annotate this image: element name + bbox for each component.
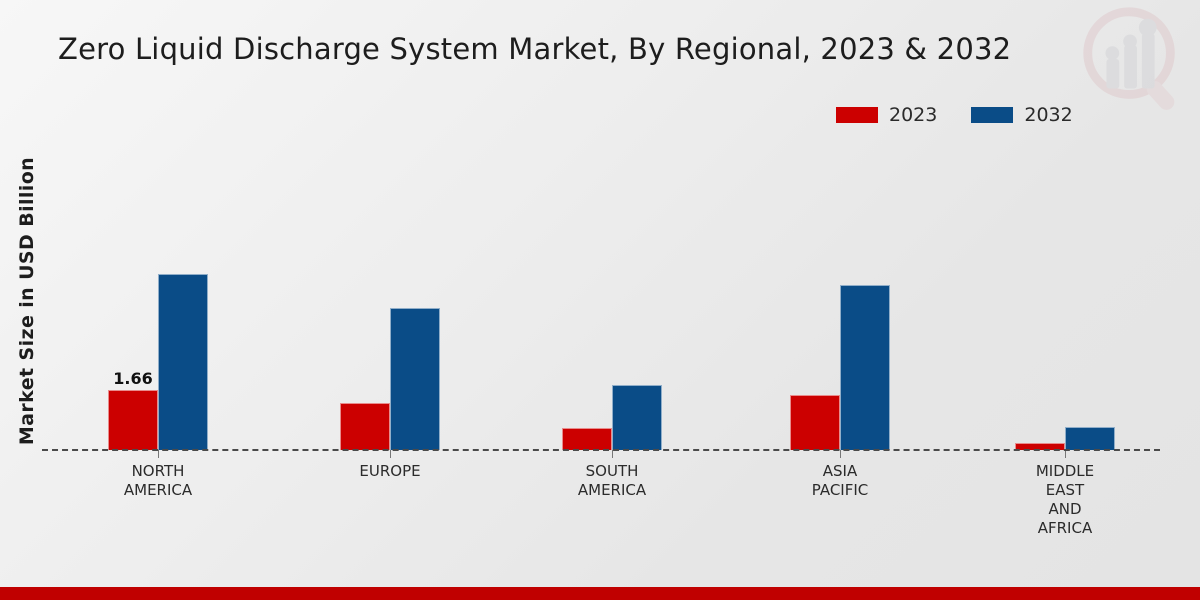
bar-group-north-america: 1.66 NORTH AMERICA [108,140,208,499]
bar-group-south-america: SOUTH AMERICA [562,140,662,499]
x-axis-label-middle-east-and-africa: MIDDLE EAST AND AFRICA [1035,462,1095,537]
x-axis-tick [840,450,841,458]
legend-label-2032: 2032 [1024,104,1073,126]
x-axis-tick [390,450,391,458]
legend-swatch-2023 [836,107,878,123]
legend-swatch-2032 [971,107,1014,123]
bottom-banner [0,587,1200,600]
bar-2032-asia-pacific[interactable] [840,285,890,450]
bar-2032-north-america[interactable] [158,274,208,450]
bar-group-middle-east-and-africa: MIDDLE EAST AND AFRICA [1015,140,1115,537]
y-axis-title: Market Size in USD Billion [16,156,38,446]
bar-2023-south-america[interactable] [562,428,612,450]
bar-group-bars [562,140,662,450]
bar-2023-middle-east-and-africa[interactable] [1015,443,1065,450]
bar-2032-middle-east-and-africa[interactable] [1065,427,1115,450]
plot-area: 1.66 NORTH AMERICA EUROPE SOUTH AMERICA [42,140,1160,537]
x-axis-label-north-america: NORTH AMERICA [123,462,193,499]
bar-2023-north-america[interactable]: 1.66 [108,369,158,450]
chart-legend: 2023 2032 [836,104,1073,126]
x-axis-tick [1065,450,1066,458]
bar-2023-europe[interactable] [340,403,390,450]
legend-item-2023[interactable]: 2023 [836,104,937,126]
legend-item-2032[interactable]: 2032 [971,104,1073,126]
x-axis-tick [158,450,159,458]
bar-2032-europe[interactable] [390,308,440,450]
x-axis-label-asia-pacific: ASIA PACIFIC [811,462,869,499]
page-title: Zero Liquid Discharge System Market, By … [58,32,1012,66]
watermark-logo-icon [1074,2,1192,120]
x-axis-baseline [42,449,1160,451]
bar-group-bars [340,140,440,450]
bar-group-bars [790,140,890,450]
bar-group-asia-pacific: ASIA PACIFIC [790,140,890,499]
bar-group-europe: EUROPE [340,140,440,480]
x-axis-label-europe: EUROPE [359,462,421,480]
x-axis-label-south-america: SOUTH AMERICA [577,462,647,499]
bar-value-label: 1.66 [113,369,153,388]
legend-label-2023: 2023 [889,104,938,126]
bar-group-bars [1015,140,1115,450]
bar-2023-asia-pacific[interactable] [790,395,840,450]
x-axis-tick [612,450,613,458]
bar-2032-south-america[interactable] [612,385,662,450]
bar-group-bars: 1.66 [108,140,208,450]
